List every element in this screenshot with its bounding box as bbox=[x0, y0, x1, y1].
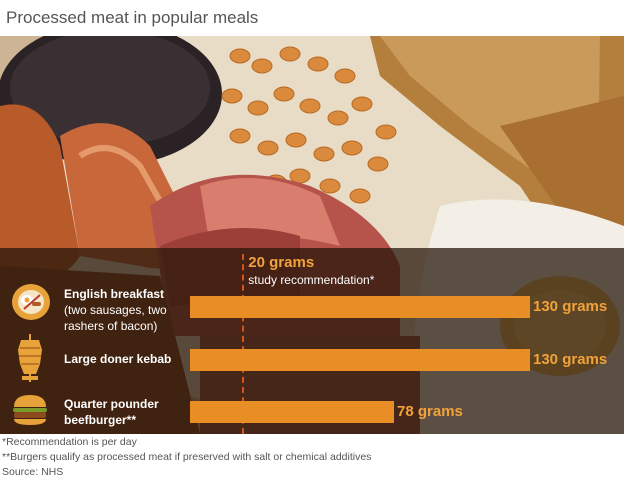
category-sub-label: (two sausages, two rashers of bacon) bbox=[64, 303, 167, 333]
category-label-beefburger: Quarter pounder beefburger** bbox=[64, 396, 188, 428]
bar-doner-kebab bbox=[190, 349, 530, 371]
recommendation-label: study recommendation* bbox=[248, 273, 375, 287]
category-main-label: English breakfast bbox=[64, 287, 165, 301]
source-note: Source: NHS bbox=[2, 466, 64, 478]
footnote-burgers: **Burgers qualify as processed meat if p… bbox=[2, 451, 372, 463]
value-label-english-breakfast: 130 grams bbox=[533, 298, 608, 315]
kebab-icon bbox=[18, 334, 42, 382]
category-label-doner-kebab: Large doner kebab bbox=[64, 351, 188, 367]
footnote-recommendation: *Recommendation is per day bbox=[2, 436, 137, 448]
category-main-label: Large doner kebab bbox=[64, 352, 172, 366]
category-main-label: Quarter pounder beefburger** bbox=[64, 397, 159, 427]
burger-icon bbox=[13, 395, 47, 425]
value-label-doner-kebab: 130 grams bbox=[533, 351, 608, 368]
chart-title: Processed meat in popular meals bbox=[6, 8, 259, 27]
recommendation-line bbox=[242, 254, 245, 434]
value-label-beefburger: 78 grams bbox=[397, 403, 463, 420]
category-label-english-breakfast: English breakfast (two sausages, two ras… bbox=[64, 286, 188, 334]
breakfast-icon bbox=[12, 284, 50, 320]
bar-beefburger bbox=[190, 401, 394, 423]
bar-english-breakfast bbox=[190, 296, 530, 318]
recommendation-value: 20 grams bbox=[248, 254, 315, 271]
